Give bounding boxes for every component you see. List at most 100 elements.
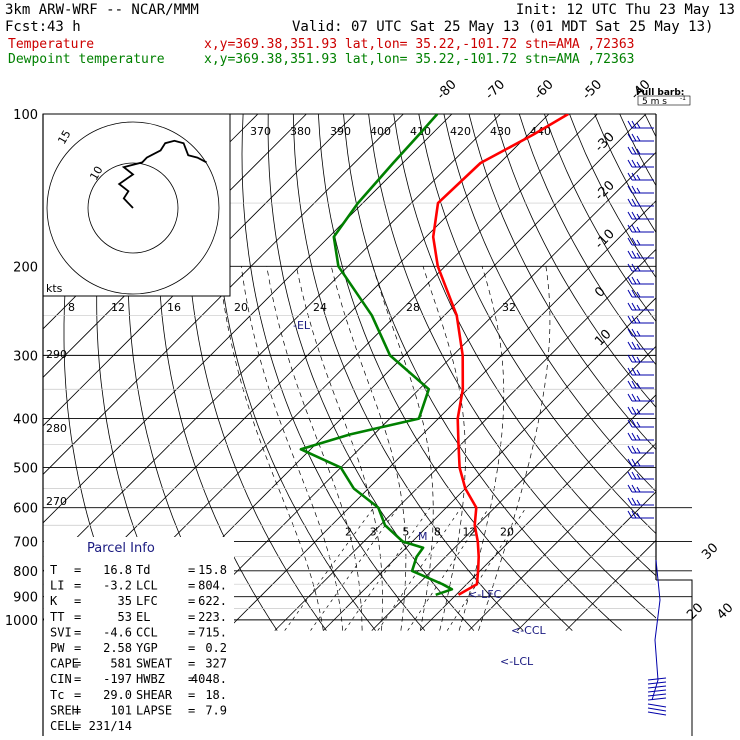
mixing-ratio-labels: 2 3 5 8 12 20	[345, 526, 514, 539]
mixing-ratio-line-2	[284, 507, 374, 631]
parcel-cell: =	[74, 703, 81, 717]
parcel-info-panel: Parcel Info T = 16.8 Td = 15.8LI = -3.2 LCL = 804.…	[44, 537, 234, 736]
parcel-cell: K	[50, 594, 58, 608]
parcel-cell: 7.9	[205, 703, 227, 717]
parcel-cell: LCL	[136, 579, 158, 593]
hodograph-label-10: 10	[87, 164, 105, 183]
parcel-cell: 53	[118, 610, 132, 624]
parcel-cell: CAPE	[50, 657, 79, 671]
parcel-cell: =	[188, 610, 195, 624]
isotherm--110	[43, 114, 307, 378]
dry-adiabat-300	[267, 114, 475, 631]
parcel-cell: 581	[110, 657, 132, 671]
parcel-cell: =	[188, 688, 195, 702]
isotherm-label-10: 10	[592, 327, 614, 349]
parcel-cell: YGP	[136, 641, 158, 655]
low-level-barb	[647, 685, 667, 689]
barb-key-box	[637, 95, 691, 106]
parcel-cell: CELL	[50, 719, 79, 733]
pressure-label-200: 200	[13, 260, 38, 275]
parcel-cell: =	[74, 625, 81, 639]
parcel-cell: 223.	[198, 610, 227, 624]
parcel-cell: Tc	[50, 688, 64, 702]
parcel-cell: =	[188, 563, 195, 577]
wind-barb	[627, 497, 654, 506]
temperature-location: x,y=369.38,351.93 lat,lon= 35.22,-101.72…	[204, 37, 634, 52]
valid-time: Valid: 07 UTC Sat 25 May 13 (01 MDT Sat …	[292, 19, 713, 35]
pressure-label-400: 400	[13, 413, 38, 428]
pressure-label-300: 300	[13, 349, 38, 364]
wind-barb	[627, 302, 654, 311]
parcel-cell: =	[74, 672, 81, 686]
dry-adiabat-440	[619, 114, 656, 187]
parcel-cell: LAPSE	[136, 703, 172, 717]
dry-adiabat-330	[343, 114, 622, 631]
mixing-ratio-label-8: 8	[434, 526, 441, 539]
dry-adiabat-340	[368, 114, 656, 619]
moist-adiabat-8	[266, 266, 363, 631]
isotherm-30	[468, 442, 656, 631]
forecast-hour: 43 h	[47, 19, 81, 35]
dry-adiabat-370	[443, 114, 656, 493]
parcel-cell: =	[188, 594, 195, 608]
isotherm--20	[225, 200, 656, 631]
wind-barb	[627, 211, 654, 220]
isotherm-label--20: -20	[592, 178, 618, 204]
isotherm-label-30: 30	[699, 541, 721, 563]
wind-barb	[627, 315, 654, 324]
parcel-cell: =	[74, 594, 81, 608]
isotherm-label-0: 0	[592, 284, 608, 300]
wind-barb	[627, 432, 654, 441]
dry-adiabat-260	[157, 114, 278, 631]
dry-adiabat-320	[318, 114, 573, 631]
hodograph-frame	[42, 113, 231, 297]
m-marker: M	[418, 530, 428, 543]
hodograph-speed-labels: 8 12 16 20 24 28 32	[68, 301, 516, 314]
parcel-cell: -197	[103, 672, 132, 686]
parcel-cell: HWBZ	[136, 672, 165, 686]
mixing-ratio-line-3	[310, 507, 399, 631]
barb-panel-edge	[656, 579, 693, 736]
theta-label-430: 430	[490, 125, 511, 138]
dewpoint-legend: Dewpoint temperature	[8, 52, 165, 67]
hodograph-outer-ring-group	[46, 121, 220, 295]
parcel-cell: 101	[110, 703, 132, 717]
mixing-ratio-line-5	[344, 507, 431, 631]
wind-barb	[627, 380, 654, 389]
parcel-cell: 327	[205, 657, 227, 671]
wind-barb	[627, 172, 654, 181]
init-time: Init: 12 UTC Thu 23 May 13	[516, 2, 735, 18]
dry-adiabat-270	[186, 114, 327, 631]
mixing-ratio-label-5: 5	[402, 526, 409, 539]
parcel-cell: -4.6	[103, 625, 132, 639]
wind-barb	[627, 146, 654, 155]
hodograph-label-15: 15	[55, 128, 73, 147]
dry-adiabat-390	[493, 114, 656, 408]
forecast-label: Fcst:	[5, 19, 47, 35]
isotherm--80	[43, 114, 453, 524]
parcel-cell: 0.2	[205, 641, 227, 655]
isotherm-label-40: 40	[714, 601, 736, 623]
dry-adiabat-label-270: 270	[46, 495, 67, 508]
theta-label-420: 420	[450, 125, 471, 138]
isotherm--30	[177, 151, 656, 631]
pressure-label-500: 500	[13, 462, 38, 477]
wind-barb	[627, 237, 654, 246]
parcel-cell: 231/14	[89, 719, 132, 733]
pressure-tick-labels: 100 200 300 400 500 600 700 800 900 1000	[5, 108, 38, 629]
ccl-marker: <-CCL	[511, 624, 547, 637]
dry-adiabat-labels: 290 280 270	[46, 348, 67, 508]
wind-barb	[627, 419, 654, 428]
isotherm-0	[322, 297, 656, 631]
mixing-ratio-label-3: 3	[370, 526, 377, 539]
pressure-label-1000: 1000	[5, 614, 38, 629]
theta-label-370: 370	[250, 125, 271, 138]
parcel-cell: -3.2	[103, 579, 132, 593]
pressure-label-800: 800	[13, 565, 38, 580]
theta-label-380: 380	[290, 125, 311, 138]
parcel-cell: =	[188, 579, 195, 593]
parcel-cell: 804.	[198, 579, 227, 593]
parcel-cell: =	[74, 563, 81, 577]
parcel-cell: CCL	[136, 625, 158, 639]
